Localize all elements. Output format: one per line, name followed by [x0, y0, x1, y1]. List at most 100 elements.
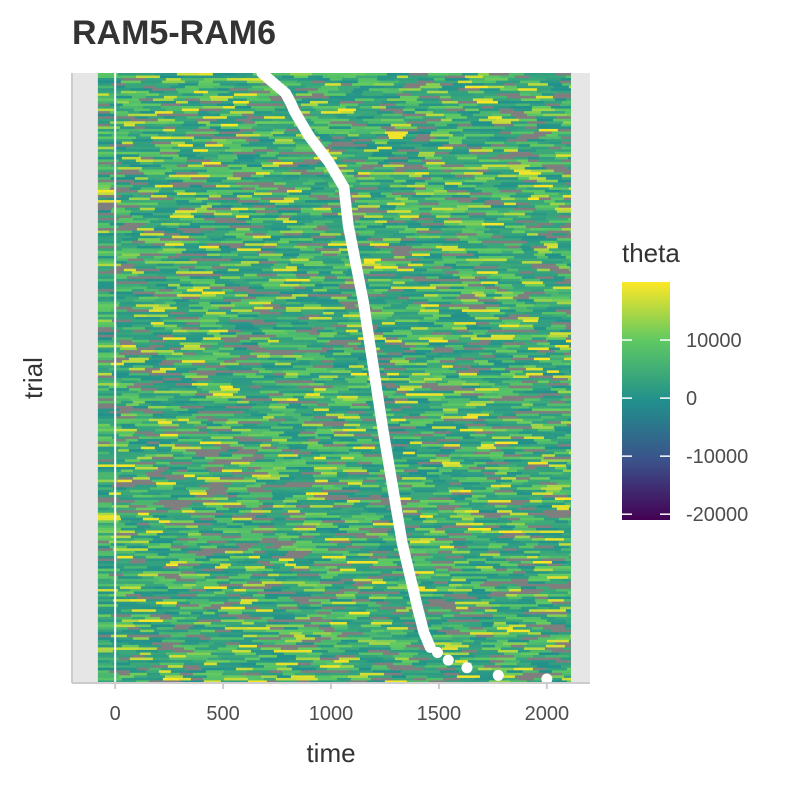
- heatmap-cell: [562, 411, 571, 414]
- heatmap-cell: [255, 296, 277, 300]
- heatmap-cell: [415, 362, 428, 366]
- heatmap-cell: [267, 230, 281, 234]
- heatmap-cell: [250, 530, 274, 534]
- heatmap-cell: [295, 151, 320, 155]
- heatmap-cell: [168, 502, 193, 506]
- heatmap-cell: [169, 304, 190, 308]
- heatmap-cell: [391, 464, 410, 468]
- heatmap-cell: [390, 278, 415, 282]
- heatmap-cell: [97, 522, 115, 526]
- heatmap-cell: [508, 385, 532, 389]
- heatmap-cell: [193, 520, 218, 524]
- heatmap-cell: [201, 291, 226, 295]
- heatmap-cell: [341, 487, 363, 491]
- heatmap-cell: [337, 85, 361, 89]
- heatmap-cell: [528, 510, 544, 514]
- heatmap-cell: [254, 383, 277, 387]
- heatmap-cell: [500, 477, 517, 481]
- heatmap-cell: [246, 116, 265, 120]
- heatmap-cell: [355, 248, 381, 252]
- heatmap-cell: [97, 474, 120, 478]
- heatmap-cell: [174, 210, 198, 214]
- heatmap-cell: [288, 192, 312, 196]
- heatmap-cell: [344, 136, 360, 140]
- heatmap-cell: [496, 154, 521, 158]
- heatmap-cell: [302, 507, 325, 511]
- heatmap-cell: [108, 411, 131, 414]
- heatmap-cell: [381, 113, 403, 117]
- heatmap-cell: [361, 281, 382, 285]
- heatmap-cell: [402, 283, 416, 287]
- heatmap-cell: [191, 271, 214, 275]
- heatmap-cell: [526, 306, 548, 310]
- heatmap-cell: [97, 299, 114, 303]
- heatmap-cell: [452, 134, 465, 137]
- heatmap-cell: [235, 182, 258, 186]
- heatmap-cell: [173, 456, 193, 460]
- heatmap-cell: [189, 184, 203, 188]
- heatmap-cell: [467, 426, 493, 430]
- heatmap-cell: [432, 421, 456, 425]
- heatmap-cell: [279, 80, 298, 84]
- heatmap-cell: [357, 207, 379, 211]
- heatmap-cell: [494, 441, 519, 445]
- heatmap-cell: [435, 454, 450, 458]
- heatmap-cell: [396, 515, 421, 519]
- heatmap-cell: [399, 291, 425, 295]
- heatmap-cell: [440, 446, 462, 450]
- heatmap-cell: [115, 189, 139, 193]
- heatmap-cell: [391, 494, 414, 498]
- heatmap-cell: [394, 197, 409, 201]
- heatmap-cell: [272, 365, 294, 369]
- heatmap-cell: [254, 108, 276, 112]
- heatmap-cell: [447, 487, 465, 491]
- heatmap-cell: [214, 515, 233, 519]
- heatmap-cell: [513, 256, 538, 259]
- heatmap-cell: [405, 83, 427, 87]
- heatmap-cell: [273, 416, 294, 420]
- heatmap-cell: [236, 83, 249, 87]
- heatmap-cell: [432, 492, 453, 496]
- heatmap-cell: [175, 200, 190, 204]
- heatmap-cell: [545, 296, 571, 300]
- heatmap-cell: [483, 291, 496, 295]
- heatmap-cell: [246, 80, 269, 84]
- heatmap-cell: [460, 472, 484, 475]
- heatmap-cell: [166, 225, 180, 229]
- heatmap-cell: [536, 441, 559, 445]
- heatmap-cell: [496, 510, 513, 514]
- heatmap-cell: [155, 225, 168, 229]
- heatmap-cell: [502, 418, 524, 422]
- heatmap-cell: [396, 489, 415, 493]
- heatmap-cell: [253, 156, 279, 160]
- heatmap-cell: [127, 444, 148, 448]
- heatmap-cell: [276, 324, 294, 328]
- heatmap-cell: [320, 304, 344, 308]
- heatmap-cell: [284, 517, 306, 521]
- heatmap-cell: [97, 380, 122, 384]
- heatmap-cell: [518, 144, 531, 148]
- heatmap-cell: [418, 149, 436, 153]
- heatmap-cell: [385, 365, 404, 369]
- heatmap-cell: [438, 98, 453, 102]
- heatmap-cell: [467, 283, 484, 287]
- heatmap-cell: [390, 123, 412, 127]
- heatmap-cell: [345, 477, 368, 481]
- heatmap-cell: [109, 111, 129, 115]
- heatmap-cell: [482, 261, 507, 265]
- heatmap-cell: [174, 128, 194, 132]
- heatmap-cell: [504, 126, 526, 130]
- heatmap-cell: [121, 161, 141, 165]
- heatmap-cell: [131, 479, 153, 483]
- heatmap-cell: [236, 400, 250, 404]
- heatmap-cell: [217, 93, 235, 97]
- heatmap-cell: [215, 507, 230, 511]
- heatmap-cell: [421, 159, 443, 163]
- heatmap-cell: [185, 248, 207, 252]
- heatmap-cell: [305, 314, 320, 318]
- heatmap-cell: [359, 106, 373, 109]
- heatmap-cell: [368, 283, 391, 287]
- heatmap-cell: [97, 306, 115, 310]
- heatmap-cell: [457, 494, 473, 498]
- heatmap-cell: [166, 278, 181, 282]
